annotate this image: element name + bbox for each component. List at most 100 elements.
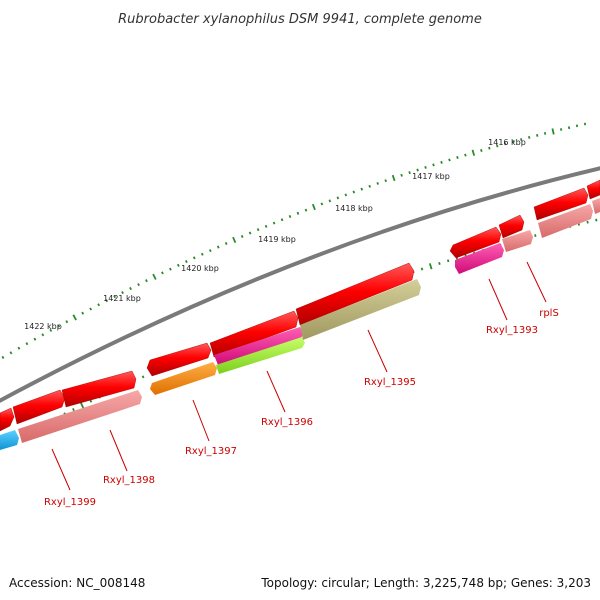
scale-tick-outer [97, 303, 101, 307]
scale-tick-outer [224, 241, 228, 245]
scale-tick-outer [129, 287, 132, 291]
scale-tick-outer [145, 279, 148, 283]
scale-label-1417: 1417 kbp [412, 172, 450, 181]
cds-feature [586, 179, 600, 200]
leader-line [526, 261, 547, 303]
cog-block-pink-3 [538, 204, 593, 238]
cds-feature [0, 407, 15, 432]
scale-tick-outer [416, 168, 419, 172]
scale-tick-outer [424, 165, 427, 169]
gene-label-rxyl-1395: Rxyl_1395 [364, 377, 416, 388]
scale-tick-outer [105, 299, 108, 303]
scale-tick-outer [288, 214, 292, 219]
scale-tick-outer [360, 187, 364, 191]
gene-labels: Rxyl_1399 Rxyl_1398 Rxyl_1397 Rxyl_1396 … [44, 308, 559, 508]
scale-labels: 1416 kbp 1417 kbp 1418 kbp 1419 kbp 1420… [24, 138, 526, 331]
scale-tick-outer [488, 146, 491, 150]
scale-tick-outer [248, 231, 252, 235]
gene-label-rxyl-1393: Rxyl_1393 [486, 325, 538, 336]
scale-tick-outer [480, 149, 483, 152]
scale-tick-outer [471, 149, 476, 156]
genome-summary-text: Topology: circular; Length: 3,225,748 bp… [260, 576, 591, 590]
scale-tick-inner [79, 402, 85, 409]
cog-block-orange [150, 362, 217, 395]
leader-line [266, 370, 286, 413]
gene-label-rxyl-1397: Rxyl_1397 [185, 446, 237, 457]
scale-tick-outer [113, 295, 116, 299]
gene-label-rxyl-1399: Rxyl_1399 [44, 497, 96, 508]
cds-feature [533, 187, 589, 221]
scale-tick-inner [438, 262, 441, 265]
scale-tick-outer [89, 307, 93, 311]
gene-leader-lines [51, 261, 547, 491]
cds-feature [61, 370, 137, 408]
scale-tick-outer [448, 158, 451, 162]
leader-line [109, 429, 128, 472]
scale-tick-outer [543, 131, 547, 135]
scale-tick-outer [1, 355, 5, 359]
scale-tick-outer [432, 163, 435, 167]
scale-tick-outer [65, 320, 69, 324]
scale-label-1419: 1419 kbp [258, 235, 296, 244]
scale-ticks [1, 122, 598, 447]
scale-tick-outer [311, 203, 316, 211]
scale-tick-outer [184, 260, 188, 264]
scale-tick-outer [57, 324, 61, 328]
scale-tick-outer [536, 133, 539, 137]
scale-tick-inner [446, 259, 450, 263]
scale-tick-outer [512, 140, 515, 144]
scale-tick-outer [121, 291, 124, 295]
scale-tick-outer [567, 126, 571, 130]
scale-tick-outer [81, 311, 85, 315]
cog-block-pink [18, 390, 142, 443]
scale-tick-outer [256, 228, 260, 232]
scale-tick-inner [89, 399, 93, 403]
scale-tick-outer [137, 283, 140, 287]
leader-line [51, 448, 71, 491]
scale-tick-outer [376, 182, 379, 185]
scale-tick-outer [161, 271, 164, 275]
scale-tick-outer [208, 249, 212, 253]
scale-tick-outer [192, 256, 196, 260]
genome-backbone [0, 166, 600, 403]
scale-tick-outer [176, 263, 180, 267]
scale-tick-outer [456, 156, 459, 159]
scale-tick-outer [559, 128, 563, 131]
accession-text: Accession: NC_008148 [9, 576, 145, 590]
scale-tick-outer [336, 196, 340, 200]
scale-tick-inner [141, 375, 145, 379]
scale-tick-outer [200, 252, 204, 256]
scale-label-1416: 1416 kbp [488, 138, 526, 147]
scale-tick-outer [328, 199, 332, 203]
scale-tick-outer [384, 179, 387, 183]
scale-tick-outer [240, 234, 244, 238]
scale-tick-inner [72, 408, 75, 412]
scale-tick-outer [9, 351, 13, 355]
cds-feature [146, 342, 212, 377]
scale-tick-outer [400, 173, 403, 177]
scale-tick-outer [264, 224, 268, 228]
cds-feature [449, 226, 502, 259]
scale-tick-outer [352, 190, 356, 194]
scale-tick-inner [534, 234, 537, 238]
scale-tick-outer [25, 342, 29, 346]
cog-block-olive [300, 279, 421, 340]
scale-tick-outer [304, 208, 308, 212]
scale-tick-outer [296, 211, 300, 215]
scale-tick-outer [49, 328, 53, 332]
scale-tick-outer [504, 142, 507, 146]
scale-tick-outer [464, 153, 467, 157]
scale-tick-outer [320, 202, 324, 206]
scale-tick-outer [41, 333, 45, 337]
cog-block-magenta [214, 327, 303, 365]
scale-label-1421: 1421 kbp [103, 294, 141, 303]
leader-line [367, 329, 388, 373]
scale-tick-outer [496, 144, 499, 148]
scale-tick-outer [520, 138, 523, 141]
cds-feature [209, 310, 299, 358]
cog-block-pink-4 [592, 198, 600, 214]
gene-label-rxyl-1396: Rxyl_1396 [261, 417, 313, 428]
scale-tick-outer [72, 314, 77, 321]
scale-tick-outer [216, 245, 220, 249]
